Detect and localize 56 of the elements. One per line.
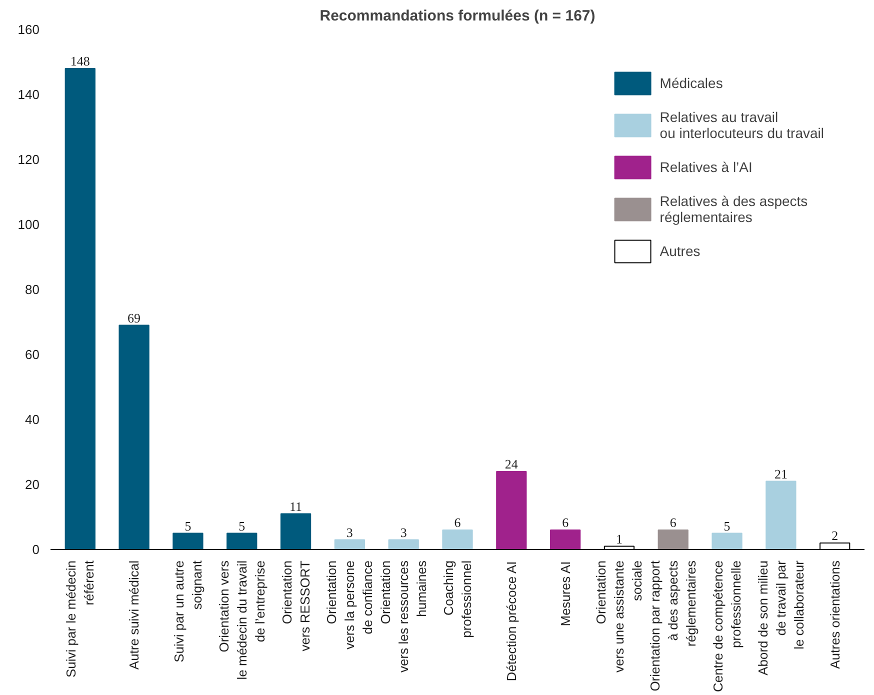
y-tick-label: 120 [18,152,40,167]
bar [658,530,688,550]
data-label: 2 [832,528,838,543]
y-tick-label: 140 [18,87,40,102]
y-tick-label: 60 [25,347,40,362]
x-tick-label: Centre de compétence professionnelle [710,560,744,692]
bar [172,532,204,550]
data-label: 148 [70,54,90,68]
x-tick-label: Mesures AI [558,561,573,626]
x-tick-label: Coaching professionnel [441,560,474,638]
data-label: 6 [562,515,570,530]
y-tick-label: 100 [18,217,40,232]
y-tick-label: 80 [25,282,40,297]
x-tick-label: Suivi par un autre soignant [171,560,204,662]
x-tick-label: Orientation vers une assistante sociale [594,560,645,673]
x-tick-label: Orientation vers le médecin du travail de l’entreprise [216,560,268,680]
data-label: 21 [774,466,788,482]
x-tick-label: Autre suivi médical [126,560,142,670]
y-tick-label: 160 [18,22,40,37]
data-label: 3 [400,524,407,540]
data-label: 5 [184,518,192,534]
bar [280,513,312,550]
y-tick-label: 40 [25,412,40,427]
x-tick-label: Détection précoce AI [504,561,519,682]
x-tick-label: Autres orientations [827,560,842,669]
chart-title: Recommandations formulées (n = 167) [320,8,596,24]
y-tick-label: 20 [25,477,40,492]
bar [388,539,419,550]
bar [226,532,258,550]
legend-label: Relatives à l’AI [660,159,752,175]
data-label: 11 [290,498,302,514]
legend-label: Autres [660,243,700,259]
bar [64,68,96,550]
y-tick-label: 0 [32,542,40,557]
x-tick-label: Suivi par le médecin référent [64,560,97,678]
data-label: 6 [454,515,462,530]
data-label: 69 [128,310,141,326]
bar [442,530,473,550]
data-label: 1 [616,531,622,546]
bar [550,530,581,550]
x-tick-label: Orientation par rapport à des aspects réglementaires [648,560,699,692]
data-label: 24 [504,456,518,472]
data-label: 6 [670,515,677,530]
x-tick-label: Abord de son milieu de travail par le collaborateur [755,560,806,676]
bar [496,471,527,550]
legend-label: Relatives au travail ou interlocuteurs du travail [660,109,824,141]
bar [766,480,796,550]
data-label: 5 [238,518,246,534]
data-label: 5 [724,518,730,534]
legend-label: Médicales [660,75,723,91]
bar [334,539,366,550]
x-tick-label: Orientation vers la persone de confiance [324,560,376,650]
data-label: 3 [346,524,353,540]
bar [118,324,150,550]
legend-label: Relatives à des aspects réglementaires [660,193,808,225]
bar [712,532,742,550]
